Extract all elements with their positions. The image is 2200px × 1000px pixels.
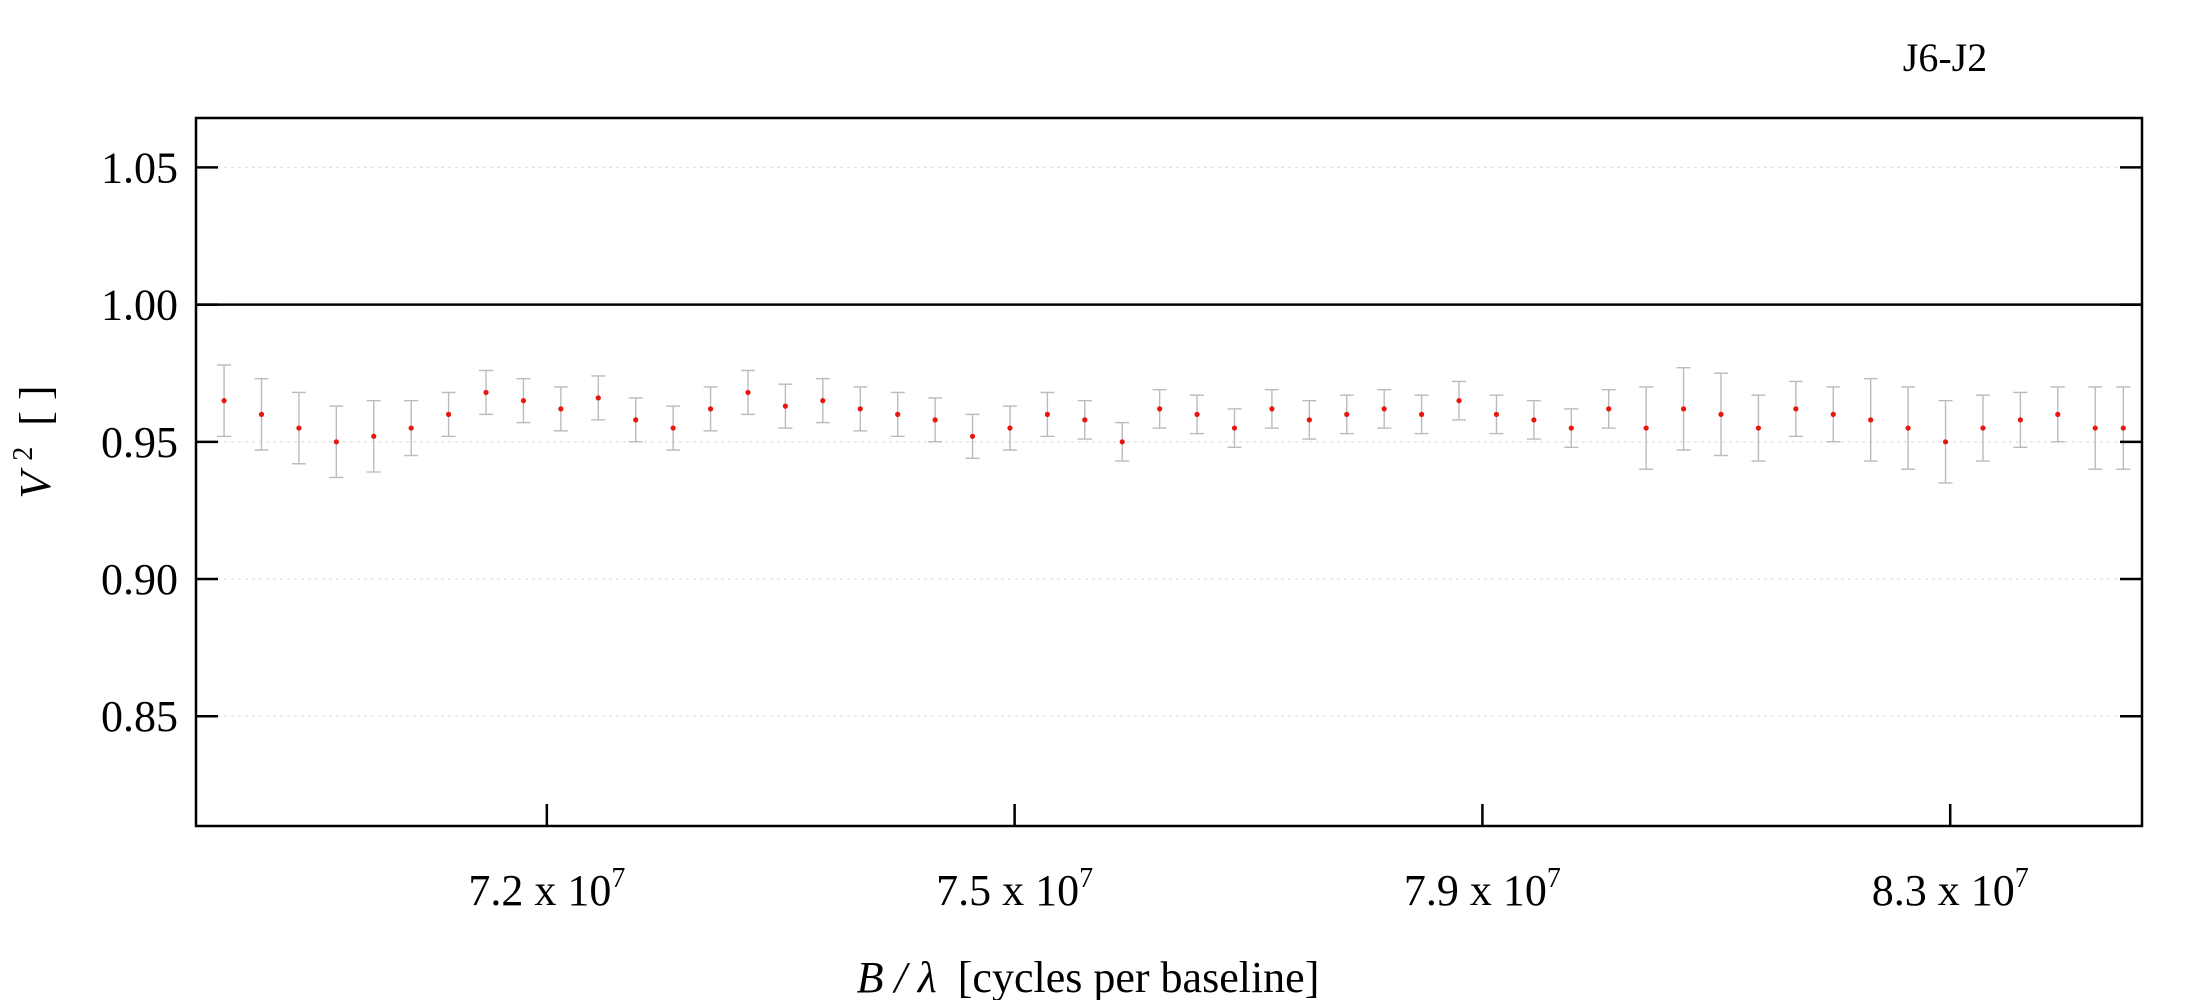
data-point <box>1942 439 1949 445</box>
x-tick-label: 7.2 x 107 <box>468 863 625 915</box>
y-tick-label: 0.95 <box>101 418 178 467</box>
data-point <box>1082 417 1088 423</box>
y-axis-title-sup: 2 <box>8 447 39 461</box>
tick-layer: 0.85 0.90 0.95 1.00 1.05 7.2 x 107 7.5 x 107 7.… <box>101 143 2142 915</box>
data-point <box>1755 425 1762 431</box>
data-point <box>707 406 714 412</box>
x-axis-title-unit: [cycles per baseline] <box>958 953 1320 1000</box>
data-point <box>1680 406 1687 412</box>
data-point <box>2055 411 2061 417</box>
data-point <box>1718 411 1724 417</box>
data-point <box>1194 411 1200 417</box>
data-point <box>1568 425 1574 431</box>
x-tick-label: 8.3 x 107 <box>1872 863 2029 915</box>
data-point <box>1419 411 1425 417</box>
data-point <box>1980 425 1986 431</box>
y-tick-label: 0.90 <box>101 555 178 604</box>
x-axis-title-italic: B / λ <box>857 953 937 1000</box>
data-point <box>1306 417 1312 423</box>
data-point <box>558 406 564 412</box>
y-tick-label: 1.00 <box>101 281 178 330</box>
data-point <box>1456 398 1462 404</box>
data-point <box>296 425 302 431</box>
data-point <box>1905 425 1911 431</box>
x-axis-title: B / λ [cycles per baseline] <box>857 953 1320 1000</box>
data-point <box>1344 411 1350 417</box>
data-point <box>1157 406 1163 412</box>
data-point <box>1269 406 1275 412</box>
data-point <box>371 433 377 439</box>
data-point <box>258 411 265 417</box>
x-tick-label: 7.5 x 107 <box>936 863 1093 915</box>
data-point <box>520 398 527 404</box>
data-point <box>1231 425 1238 431</box>
x-tick-label: 7.9 x 107 <box>1404 863 1561 915</box>
data-point <box>670 425 676 431</box>
data-point <box>857 406 863 412</box>
data-point <box>483 389 489 396</box>
data-point <box>782 403 789 409</box>
data-point <box>633 417 639 423</box>
data-point <box>969 433 976 439</box>
data-point <box>1531 417 1537 423</box>
y-tick-label: 0.85 <box>101 692 178 741</box>
y-axis-title-unit: [ ] <box>11 385 60 425</box>
data-point <box>595 395 601 401</box>
data-point <box>1381 406 1387 412</box>
data-point <box>820 398 826 404</box>
data-point <box>1119 439 1125 445</box>
data-point <box>408 425 414 431</box>
data-point <box>1044 411 1050 417</box>
data-point <box>895 411 901 417</box>
data-point <box>1830 411 1836 417</box>
data-point <box>333 439 339 445</box>
point-layer <box>221 389 2126 445</box>
errorbar-layer <box>217 364 2131 484</box>
data-point <box>1007 425 1013 431</box>
data-point <box>1643 425 1649 431</box>
data-point <box>2092 425 2098 431</box>
data-point <box>2120 425 2126 431</box>
y-tick-label: 1.05 <box>101 143 178 192</box>
data-point <box>221 398 227 404</box>
data-point <box>446 411 452 417</box>
y-axis-title: V 2 [ ] <box>0 385 60 498</box>
data-point <box>2017 417 2023 423</box>
plot-frame <box>194 116 2144 828</box>
plot-title: J6-J2 <box>1903 35 1987 80</box>
data-point <box>1493 411 1500 417</box>
y-axis-title-base: V <box>11 467 60 499</box>
data-point <box>932 417 938 423</box>
data-point <box>745 389 751 396</box>
data-point <box>1606 406 1612 412</box>
data-point <box>1793 406 1799 412</box>
data-point <box>1868 417 1874 423</box>
grid-layer <box>196 166 2142 717</box>
